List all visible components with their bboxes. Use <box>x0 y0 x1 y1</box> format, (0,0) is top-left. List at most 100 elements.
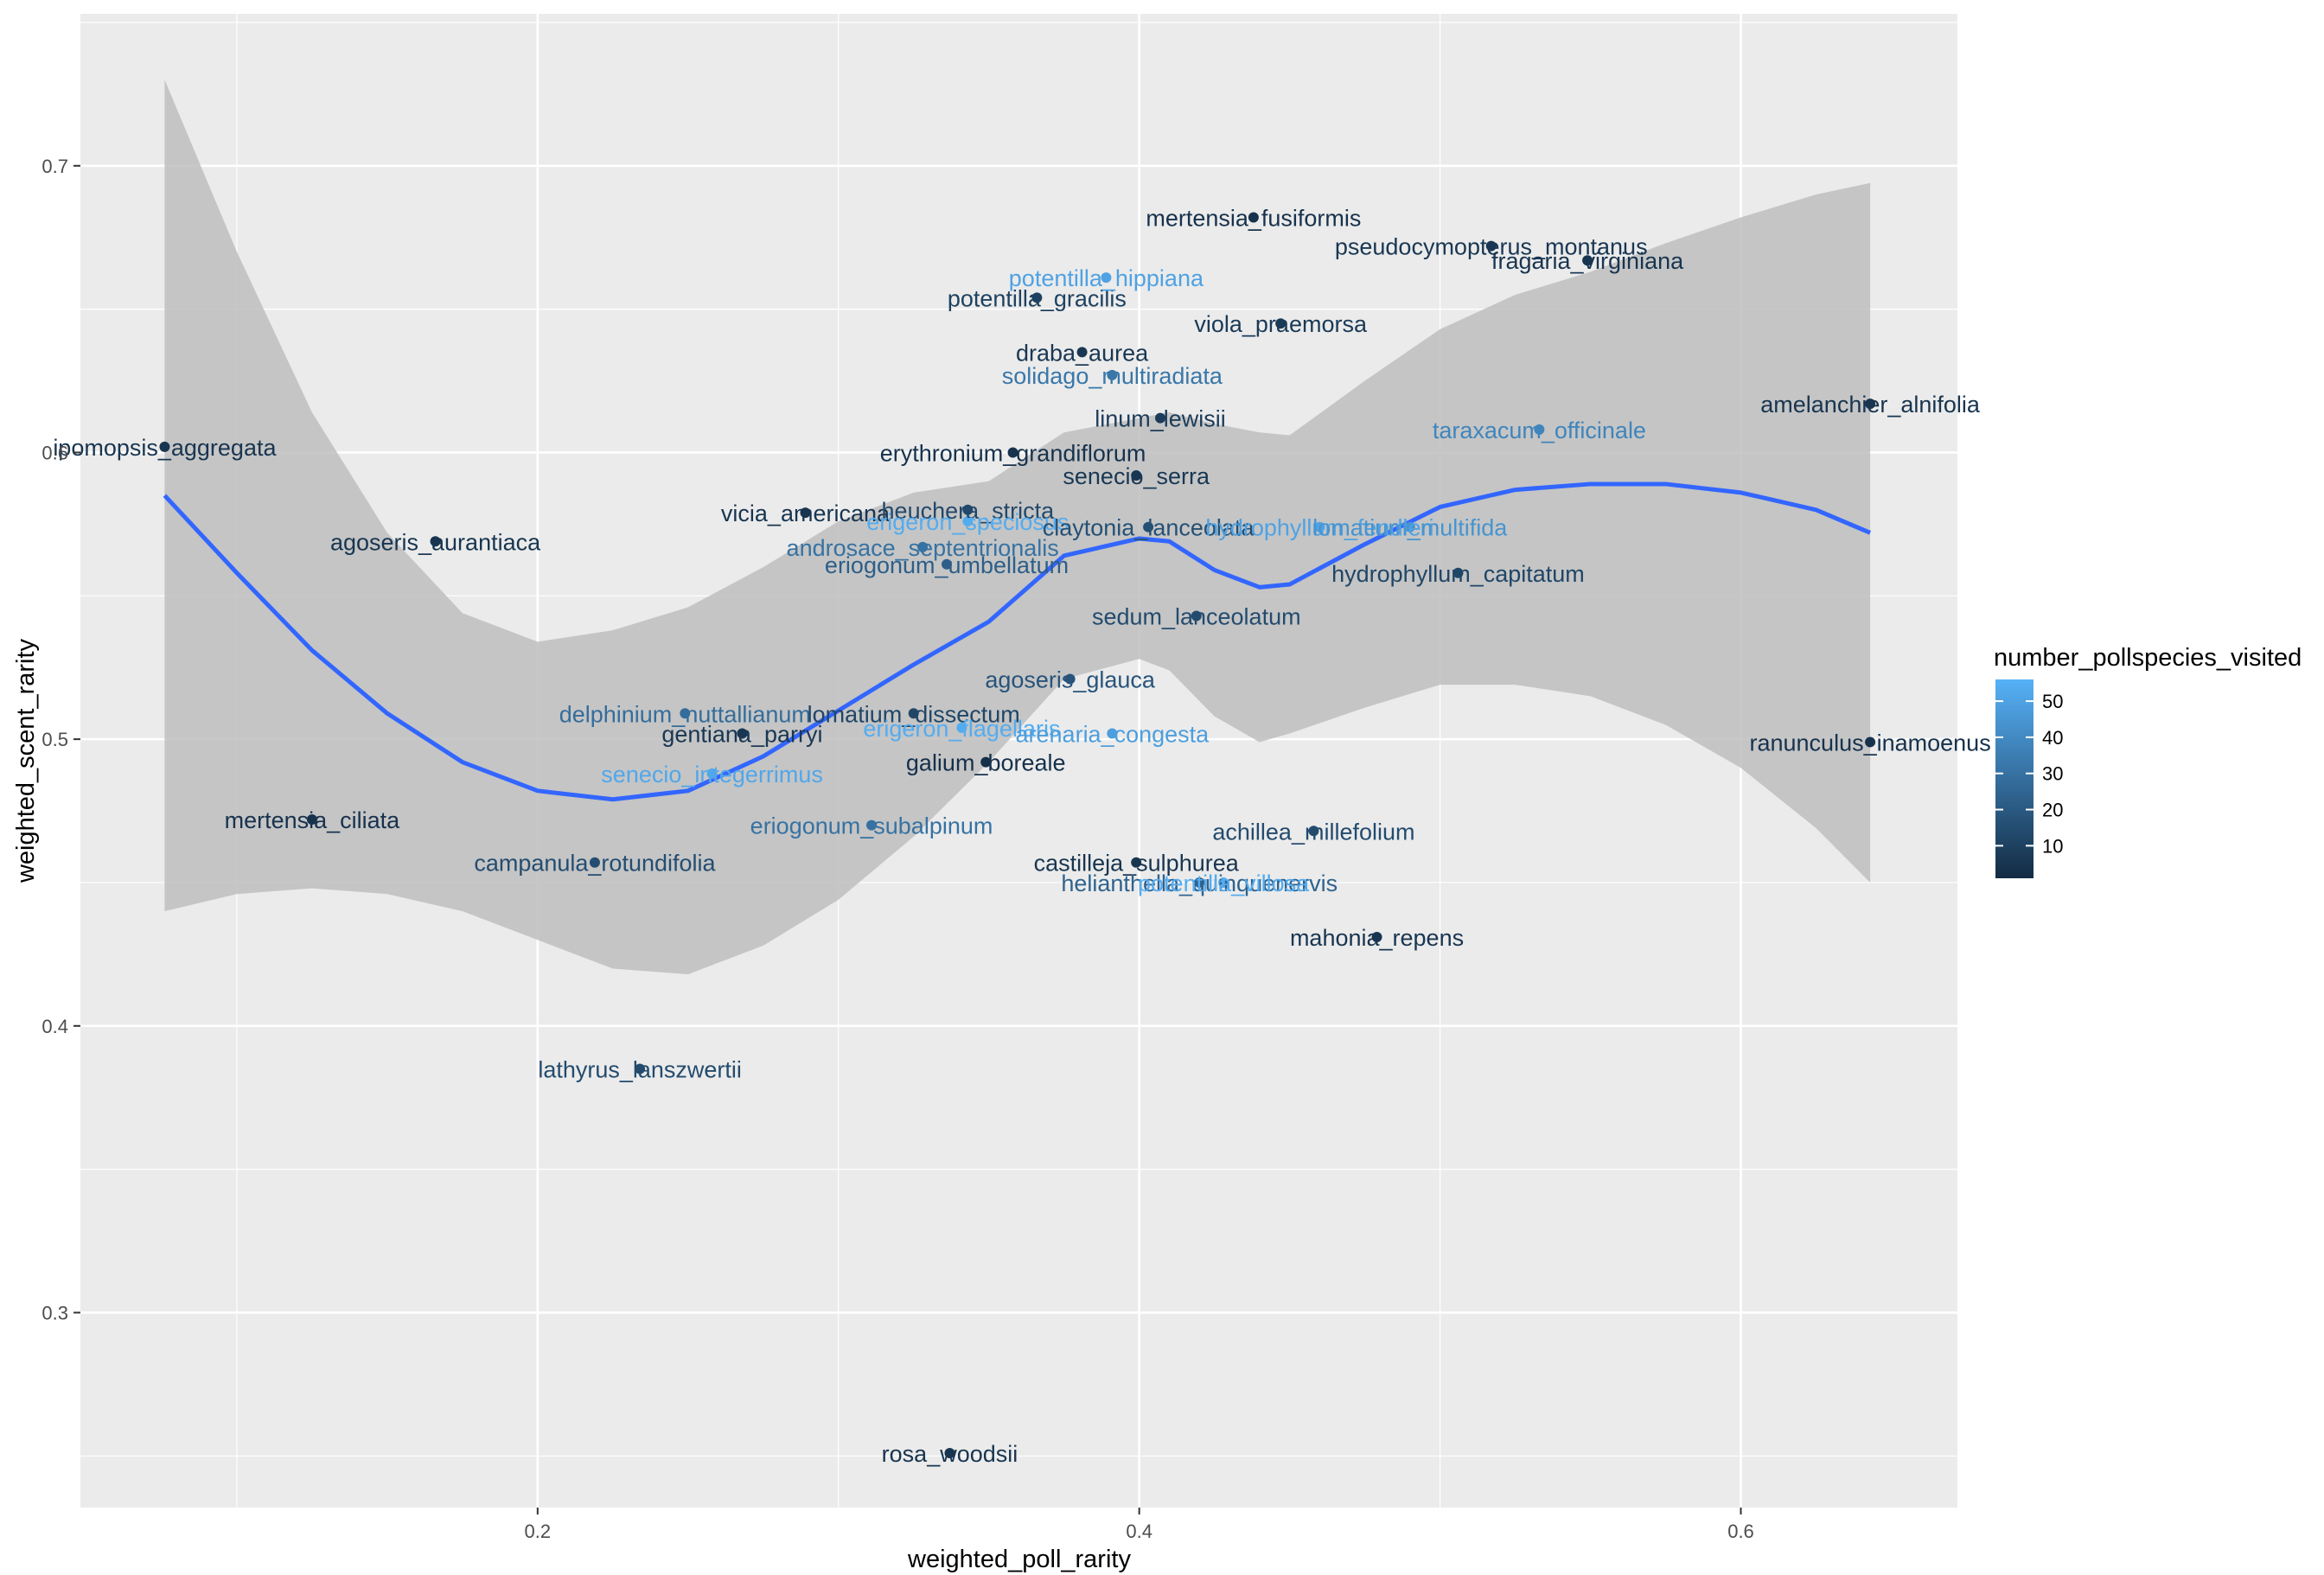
data-point <box>800 507 811 519</box>
data-point <box>1191 610 1202 622</box>
y-axis-title: weighted_scent_rarity <box>12 638 40 883</box>
data-point <box>908 708 919 719</box>
y-axis: 0.3 0.4 0.5 0.6 0.7 <box>42 156 80 1323</box>
data-point <box>737 728 748 739</box>
data-point <box>1064 673 1076 685</box>
data-point <box>1865 399 1876 410</box>
data-point <box>962 504 974 515</box>
point-label: heuchera_stricta <box>882 498 1056 524</box>
data-point <box>1143 521 1154 532</box>
data-point <box>1865 736 1876 748</box>
point-label: androsace_septentrionalis <box>787 535 1059 561</box>
point-label: mahonia_repens <box>1290 925 1464 951</box>
data-point <box>1314 521 1325 532</box>
data-point <box>1101 272 1112 284</box>
point-label: erythronium_grandiflorum <box>880 440 1146 466</box>
legend-title: number_pollspecies_visited <box>1994 644 2302 672</box>
data-point <box>159 441 170 452</box>
point-label: lathyrus_lanszwertii <box>538 1057 742 1083</box>
color-legend: number_pollspecies_visited 10 20 30 40 50 <box>1994 644 2302 878</box>
data-point <box>962 516 974 527</box>
point-label: solidago_multiradiata <box>1002 363 1223 389</box>
y-tick-label: 0.7 <box>42 156 68 177</box>
data-point <box>635 1063 646 1074</box>
data-point <box>1275 318 1286 329</box>
data-point <box>1031 292 1043 303</box>
y-tick-label: 0.5 <box>42 729 68 750</box>
confidence-ribbon <box>164 80 1871 975</box>
point-label: gentiana_parryi <box>661 721 822 747</box>
data-point <box>956 722 967 733</box>
legend-break-label: 40 <box>2042 727 2063 749</box>
points-layer <box>159 212 1876 1458</box>
point-label: galium_boreale <box>906 750 1066 776</box>
point-label: pseudocymopterus_montanus <box>1335 234 1648 260</box>
point-label: potentilla_villosa <box>1138 870 1310 896</box>
point-label: hydrophyllum_fendleri <box>1205 515 1433 541</box>
x-tick-label: 0.6 <box>1727 1521 1754 1542</box>
data-point <box>306 813 317 825</box>
data-point <box>1248 212 1259 223</box>
point-label: erigeron_flagellaris <box>863 716 1060 742</box>
smooth-trend-line <box>163 481 1872 802</box>
point-label: hydrophyllum_capitatum <box>1331 561 1585 587</box>
data-point <box>1404 521 1415 532</box>
smooth-line <box>163 481 1872 802</box>
point-label: potentilla_gracilis <box>948 285 1127 311</box>
legend-break-label: 30 <box>2042 763 2063 785</box>
point-label: claytonia_lanceolata <box>1043 515 1255 541</box>
data-point <box>1131 469 1142 481</box>
point-label: draba_aurea <box>1016 340 1149 366</box>
point-label: amelanchier_alnifolia <box>1760 392 1981 418</box>
point-label: erigeron_speciosus <box>866 509 1069 535</box>
smooth-confidence-band <box>164 80 1871 975</box>
point-label: linum_lewisii <box>1095 406 1226 432</box>
point-labels-layer: ipomopsis_aggregataagoseris_aurantiacame… <box>53 205 1990 1466</box>
point-label: achillea_millefolium <box>1212 819 1414 845</box>
data-point <box>980 756 992 768</box>
data-point <box>1107 369 1118 380</box>
data-point <box>1107 728 1118 739</box>
data-point <box>1371 931 1382 942</box>
point-label: ranunculus_inamoenus <box>1750 730 1991 756</box>
data-point <box>1007 447 1018 458</box>
legend-break-label: 10 <box>2042 835 2063 857</box>
data-point <box>1218 877 1229 888</box>
legend-ticks: 10 20 30 40 50 <box>1995 691 2063 857</box>
point-label: eriogonum_umbellatum <box>825 552 1069 578</box>
point-label: eriogonum_subalpinum <box>750 813 993 839</box>
y-tick-label: 0.6 <box>42 442 68 463</box>
data-point <box>680 708 691 719</box>
y-tick-label: 0.3 <box>42 1302 68 1323</box>
y-tick-label: 0.4 <box>42 1016 68 1037</box>
data-point <box>1452 567 1464 578</box>
point-label: rosa_woodsii <box>882 1441 1018 1467</box>
point-label: sedum_lanceolatum <box>1092 604 1301 630</box>
legend-break-label: 50 <box>2042 691 2063 712</box>
point-label: lomatium_multifida <box>1312 515 1508 541</box>
data-point <box>1308 826 1319 837</box>
point-label: lomatium_dissectum <box>808 701 1020 727</box>
point-label: mertensia_ciliata <box>225 807 401 833</box>
legend-colorbar <box>1995 679 2034 878</box>
x-tick-label: 0.4 <box>1126 1521 1152 1542</box>
data-point <box>866 819 878 831</box>
point-label: arenaria_congesta <box>1016 721 1210 747</box>
data-point <box>917 541 929 552</box>
data-point <box>1155 412 1166 424</box>
point-label: agoseris_glauca <box>985 666 1156 692</box>
point-label: campanula_rotundifolia <box>474 851 716 877</box>
data-point <box>1131 857 1142 868</box>
x-axis: 0.2 0.4 0.6 <box>525 1508 1754 1542</box>
point-label: fragaria_virginiana <box>1491 248 1684 274</box>
point-label: ipomopsis_aggregata <box>53 435 277 461</box>
point-label: vicia_americana <box>721 501 891 526</box>
point-label: senecio_serra <box>1063 463 1210 489</box>
data-point <box>942 558 952 570</box>
data-point <box>1485 240 1497 252</box>
point-label: castilleja_sulphurea <box>1034 851 1240 877</box>
x-axis-title: weighted_poll_rarity <box>907 1546 1131 1573</box>
data-point <box>430 536 441 547</box>
data-point <box>706 768 718 779</box>
